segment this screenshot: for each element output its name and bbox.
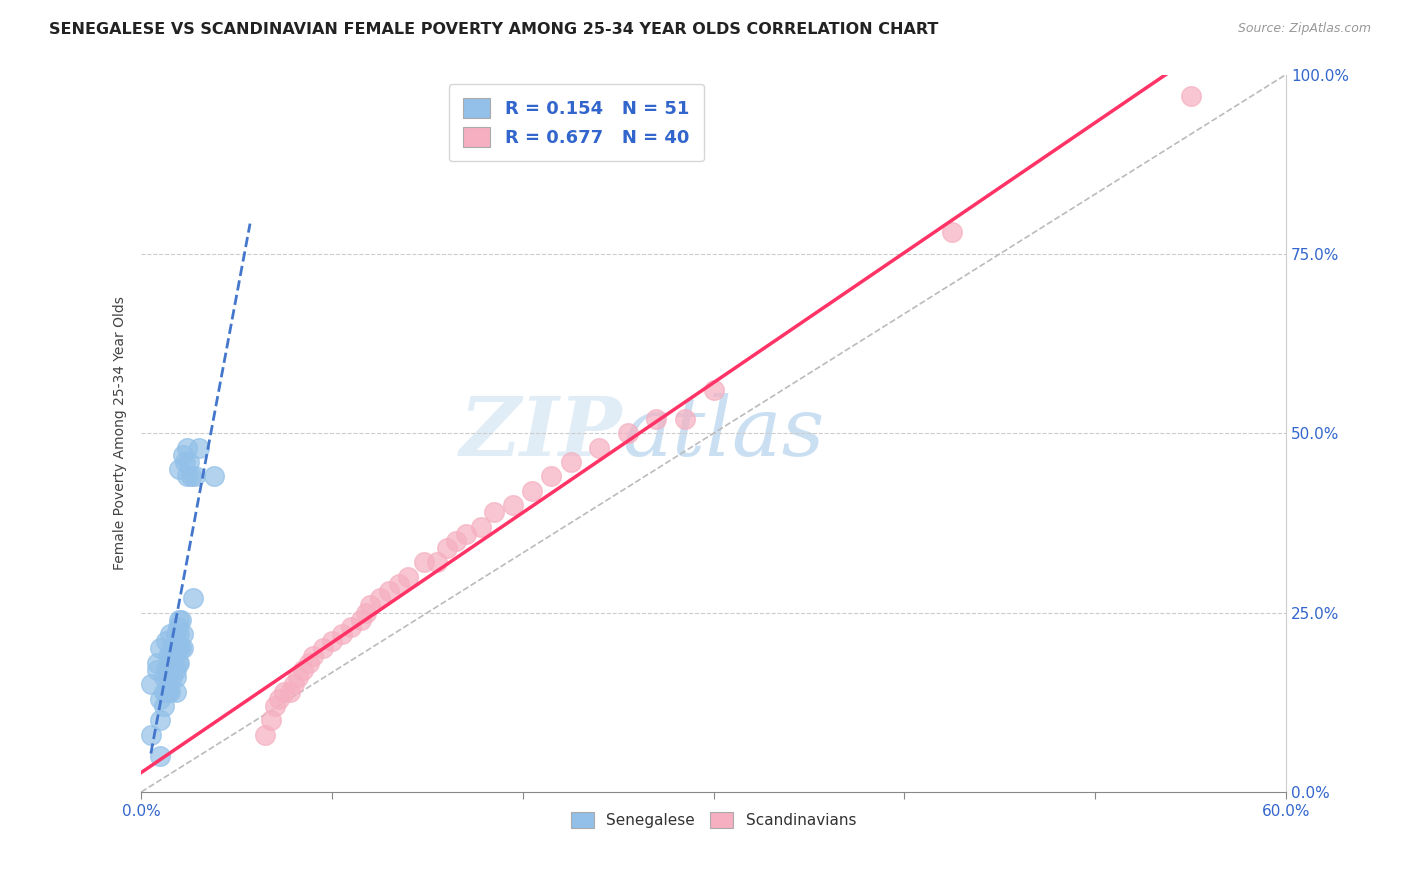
Point (139, 728, 162, 742)
Point (174, 455, 197, 469)
Point (165, 684, 187, 698)
Point (617, 426, 640, 441)
Point (149, 641, 172, 656)
Point (155, 684, 177, 698)
Point (139, 677, 162, 691)
Point (145, 663, 167, 677)
Point (187, 441, 209, 455)
Point (454, 526, 477, 541)
Point (165, 663, 187, 677)
Text: SENEGALESE VS SCANDINAVIAN FEMALE POVERTY AMONG 25-34 YEAR OLDS CORRELATION CHAR: SENEGALESE VS SCANDINAVIAN FEMALE POVERT… (49, 22, 939, 37)
Point (169, 641, 191, 656)
Point (278, 684, 301, 698)
Point (176, 469, 198, 483)
Point (426, 555, 449, 569)
Point (170, 641, 193, 656)
Point (502, 498, 524, 512)
Point (350, 613, 373, 627)
Point (292, 663, 315, 677)
Point (159, 648, 181, 663)
Point (165, 670, 187, 684)
Point (169, 627, 191, 641)
Point (267, 691, 290, 706)
Point (1180, 89, 1202, 103)
Text: Source: ZipAtlas.com: Source: ZipAtlas.com (1237, 22, 1371, 36)
Point (436, 541, 458, 555)
Point (159, 684, 181, 698)
Point (412, 555, 434, 569)
Point (368, 591, 391, 606)
Point (260, 713, 283, 727)
Point (177, 455, 200, 469)
Point (166, 620, 188, 634)
Point (588, 441, 610, 455)
Point (298, 656, 321, 670)
Point (378, 584, 401, 599)
Text: ZIP: ZIP (460, 393, 621, 474)
Point (172, 627, 194, 641)
Point (155, 634, 177, 648)
Point (166, 656, 188, 670)
Point (166, 641, 188, 656)
Point (149, 713, 172, 727)
Point (560, 455, 582, 469)
Y-axis label: Female Poverty Among 25-34 Year Olds: Female Poverty Among 25-34 Year Olds (114, 296, 128, 570)
Point (287, 670, 309, 684)
Point (170, 613, 193, 627)
Point (311, 641, 333, 656)
Point (673, 412, 696, 426)
Point (159, 663, 181, 677)
Point (202, 469, 225, 483)
Point (645, 412, 668, 426)
Point (396, 570, 419, 584)
Point (330, 627, 353, 641)
Point (157, 670, 180, 684)
Point (340, 620, 363, 634)
Point (522, 483, 544, 498)
Point (273, 684, 295, 698)
Point (165, 641, 187, 656)
Point (181, 591, 204, 606)
Point (444, 533, 467, 548)
Point (159, 627, 181, 641)
Point (165, 627, 187, 641)
Point (153, 670, 176, 684)
Point (160, 641, 183, 656)
Point (169, 462, 191, 476)
Point (176, 441, 198, 455)
Point (153, 684, 176, 698)
Point (321, 634, 343, 648)
Point (359, 599, 381, 613)
Point (183, 469, 205, 483)
Point (172, 448, 194, 462)
Point (169, 656, 191, 670)
Point (157, 648, 180, 663)
Point (388, 577, 411, 591)
Point (145, 656, 167, 670)
Point (160, 670, 183, 684)
Point (149, 749, 172, 764)
Point (703, 383, 725, 397)
Point (155, 663, 177, 677)
Point (169, 613, 191, 627)
Point (302, 648, 325, 663)
Point (149, 691, 172, 706)
Point (941, 225, 963, 239)
Point (172, 641, 194, 656)
Point (263, 698, 285, 713)
Point (157, 684, 180, 698)
Point (356, 606, 378, 620)
Point (484, 505, 506, 519)
Point (163, 656, 186, 670)
Point (254, 728, 277, 742)
Point (470, 519, 492, 533)
Point (283, 677, 305, 691)
Text: atlas: atlas (621, 393, 824, 474)
Legend: Senegalese, Scandinavians: Senegalese, Scandinavians (565, 806, 862, 835)
Point (180, 469, 202, 483)
Point (540, 469, 562, 483)
Point (153, 698, 176, 713)
